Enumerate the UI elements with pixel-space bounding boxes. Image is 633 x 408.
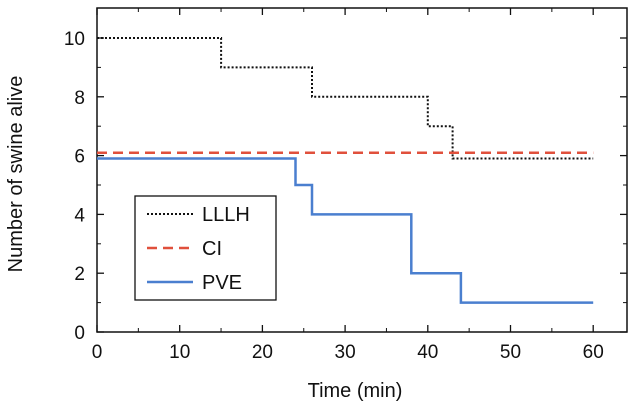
x-tick-label: 30 — [335, 342, 356, 363]
y-tick-label: 10 — [64, 29, 85, 50]
series-line-pve — [97, 157, 594, 304]
plot-area-border — [96, 7, 628, 333]
y-tick-label: 4 — [74, 205, 85, 226]
legend-label-lllh: LLLH — [202, 204, 250, 226]
x-tick-label: 0 — [92, 342, 103, 363]
x-tick-label: 60 — [583, 342, 604, 363]
y-tick-label: 8 — [74, 88, 85, 109]
x-tick-label: 50 — [500, 342, 521, 363]
legend: LLLH CI PVE — [134, 195, 277, 301]
y-axis-title: Number of swine alive — [5, 76, 27, 273]
x-tick-label: 20 — [252, 342, 273, 363]
y-tick-label: 0 — [74, 323, 85, 344]
series-layer — [97, 37, 594, 304]
x-axis-title: Time (min) — [308, 380, 403, 402]
series-line-lllh — [97, 37, 594, 160]
x-axis: 0 10 20 30 40 50 60 — [92, 8, 604, 363]
y-tick-label: 6 — [74, 147, 85, 168]
legend-label-pve: PVE — [202, 272, 242, 294]
y-axis: 0 2 4 6 8 10 — [64, 29, 627, 344]
x-tick-label: 40 — [417, 342, 438, 363]
x-tick-label: 10 — [169, 342, 190, 363]
y-tick-label: 2 — [74, 264, 85, 285]
legend-label-ci: CI — [202, 238, 222, 260]
plot-frame — [96, 7, 628, 333]
